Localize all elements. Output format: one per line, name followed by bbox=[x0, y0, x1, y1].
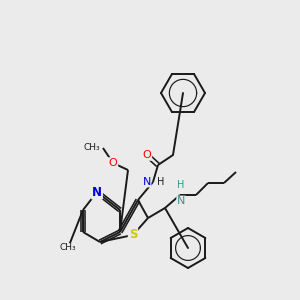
Text: N: N bbox=[92, 185, 102, 199]
Text: O: O bbox=[142, 150, 152, 160]
Text: S: S bbox=[129, 229, 137, 242]
Text: CH₃: CH₃ bbox=[83, 143, 100, 152]
Text: N: N bbox=[142, 177, 151, 187]
Text: O: O bbox=[109, 158, 117, 168]
Text: H: H bbox=[177, 180, 185, 190]
Text: CH₃: CH₃ bbox=[60, 244, 76, 253]
Text: N: N bbox=[177, 196, 185, 206]
Text: H: H bbox=[157, 177, 164, 187]
